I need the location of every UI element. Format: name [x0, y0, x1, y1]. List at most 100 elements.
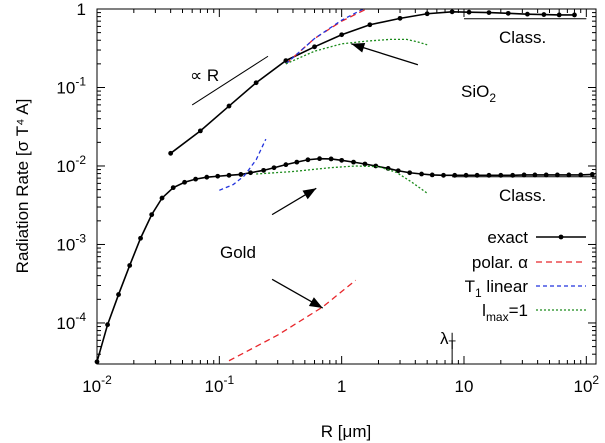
point-exact-gold-22	[339, 157, 345, 163]
point-exact-sio2-8	[397, 15, 403, 21]
legend-label-t1-base: T	[465, 277, 475, 296]
lambda-t-label: λT	[440, 329, 457, 352]
point-exact-gold-10	[204, 174, 210, 180]
y-axis-label: Radiation Rate [σ T⁴ A]	[13, 99, 32, 274]
series-polar-gold	[228, 279, 357, 362]
legend-label-t1-after: linear	[482, 277, 529, 296]
y-tick-label-1: 10-3	[56, 231, 86, 254]
sio2-label-sub: 2	[489, 91, 496, 105]
point-exact-gold-1	[105, 322, 110, 328]
y-axis-ticks: 10-4 10-3 10-2 10-1 1	[56, 0, 596, 365]
point-exact-gold-43	[578, 172, 584, 178]
legend-label-t1: T1 linear	[465, 277, 529, 300]
point-exact-gold-18	[294, 159, 300, 165]
plot-content	[94, 8, 596, 365]
point-exact-gold-25	[373, 163, 379, 169]
arrow-gold-down-head	[308, 297, 323, 308]
point-exact-gold-27	[395, 168, 401, 174]
legend-marker-exact	[558, 234, 564, 240]
legend-entry-t1: T1 linear	[465, 277, 586, 300]
point-exact-gold-5	[149, 212, 155, 218]
legend-entry-lmax: lmax=1	[482, 301, 586, 324]
point-exact-gold-44	[589, 172, 595, 177]
point-exact-gold-20	[317, 156, 322, 162]
point-exact-gold-2	[116, 292, 121, 297]
legend-entry-exact: exact	[487, 228, 586, 247]
sio2-label: SiO2	[461, 82, 496, 105]
classical-label-top: Class.	[499, 28, 546, 47]
point-exact-gold-39	[532, 172, 538, 178]
point-exact-sio2-11	[466, 9, 472, 15]
arrow-sio2-head	[351, 43, 366, 53]
legend-entry-polar: polar. α	[472, 253, 586, 272]
series-lmax-sio2	[285, 38, 428, 65]
point-exact-sio2-3	[253, 80, 259, 86]
x-tick-label-1: 10-1	[205, 373, 235, 396]
x-axis-label: R [μm]	[321, 422, 371, 441]
classical-label-bottom: Class.	[499, 186, 546, 205]
legend-label-exact: exact	[487, 228, 528, 247]
series-lmax-gold	[256, 165, 428, 194]
arrow-gold-down	[271, 278, 324, 309]
point-exact-gold-23	[351, 159, 356, 165]
point-exact-sio2-4	[283, 58, 289, 64]
point-exact-sio2-14	[525, 11, 530, 17]
point-exact-sio2-1	[197, 128, 203, 134]
point-exact-gold-12	[226, 172, 232, 178]
x-tick-label-3: 10	[455, 377, 474, 396]
arrow-sio2	[351, 43, 419, 66]
sio2-label-base: SiO	[461, 82, 489, 101]
point-exact-gold-19	[305, 157, 311, 163]
point-exact-gold-17	[283, 162, 289, 168]
point-exact-sio2-9	[424, 11, 430, 17]
proportional-r-label: ∝ R	[190, 66, 219, 85]
legend-label-lmax-sub: max	[486, 310, 509, 324]
point-exact-gold-41	[554, 172, 560, 178]
point-exact-sio2-15	[541, 12, 547, 17]
legend-label-polar: polar. α	[472, 253, 528, 272]
proportional-R-line	[191, 55, 269, 106]
point-exact-sio2-12	[486, 10, 492, 15]
arrow-gold-up	[271, 187, 317, 216]
point-exact-gold-29	[419, 171, 424, 177]
point-exact-gold-21	[328, 156, 334, 162]
point-exact-gold-38	[521, 172, 527, 178]
point-exact-gold-14	[248, 170, 253, 176]
series-polar-sio2	[285, 8, 367, 65]
point-exact-gold-7	[170, 185, 176, 191]
point-exact-gold-9	[193, 176, 199, 182]
point-exact-sio2-5	[312, 44, 317, 50]
legend-label-lmax-base: l	[482, 301, 486, 320]
x-tick-label-0: 10-2	[82, 373, 112, 396]
point-exact-gold-4	[138, 235, 143, 241]
y-tick-label-3: 10-1	[56, 74, 86, 97]
lambda-t-base: λ	[440, 329, 449, 348]
arrow-gold-up-head	[302, 188, 317, 200]
point-exact-sio2-13	[505, 10, 511, 16]
series-t1-gold	[219, 138, 267, 191]
x-tick-label-4: 102	[574, 373, 600, 396]
lambda-t-sub: T	[449, 338, 457, 352]
point-exact-gold-16	[271, 165, 277, 171]
legend-label-lmax-after: =1	[509, 301, 528, 320]
point-exact-sio2-7	[367, 22, 373, 28]
point-exact-gold-8	[182, 179, 187, 185]
gold-label: Gold	[220, 243, 256, 262]
point-exact-sio2-17	[572, 12, 577, 18]
x-tick-label-2: 1	[337, 377, 346, 396]
y-tick-label-4: 1	[77, 0, 86, 19]
legend: exact polar. α T1 linear lmax=1	[465, 228, 586, 324]
point-exact-gold-3	[127, 263, 133, 268]
point-exact-gold-28	[407, 170, 413, 176]
point-exact-sio2-6	[339, 32, 345, 38]
point-exact-gold-40	[543, 172, 549, 178]
point-exact-gold-30	[429, 172, 435, 178]
point-exact-gold-11	[215, 173, 221, 179]
legend-label-t1-sub: 1	[475, 286, 482, 300]
y-tick-label-2: 10-2	[56, 153, 86, 176]
point-exact-gold-24	[362, 161, 368, 167]
point-exact-sio2-2	[226, 103, 232, 109]
series-exact-sio2	[170, 11, 575, 154]
point-exact-gold-13	[238, 172, 244, 177]
